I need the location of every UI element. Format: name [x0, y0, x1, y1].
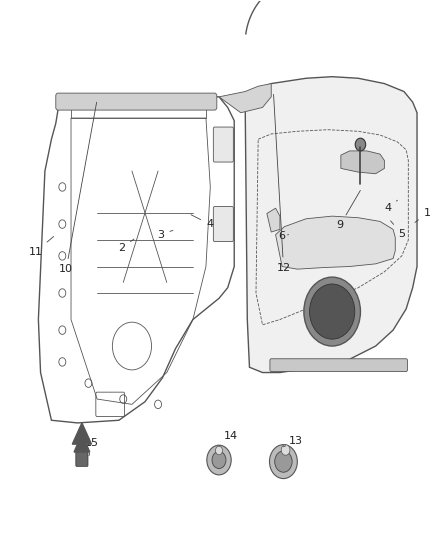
- Polygon shape: [72, 423, 92, 444]
- FancyBboxPatch shape: [213, 127, 233, 162]
- Text: 11: 11: [29, 237, 54, 257]
- Circle shape: [275, 451, 292, 472]
- FancyBboxPatch shape: [213, 207, 233, 241]
- Text: 13: 13: [283, 437, 303, 447]
- Circle shape: [269, 445, 297, 479]
- Polygon shape: [74, 433, 90, 452]
- FancyBboxPatch shape: [56, 93, 217, 110]
- Circle shape: [281, 445, 290, 455]
- Text: 10: 10: [59, 102, 97, 274]
- Circle shape: [310, 284, 355, 339]
- Text: 6: 6: [278, 231, 289, 241]
- Text: 14: 14: [219, 431, 238, 446]
- Text: 15: 15: [85, 438, 99, 456]
- Text: 4: 4: [191, 215, 213, 229]
- Circle shape: [207, 445, 231, 475]
- Text: 1: 1: [415, 208, 431, 222]
- Polygon shape: [219, 84, 271, 113]
- FancyBboxPatch shape: [270, 359, 407, 372]
- FancyBboxPatch shape: [76, 451, 88, 466]
- Circle shape: [304, 277, 360, 346]
- Text: 3: 3: [158, 230, 173, 240]
- Text: 2: 2: [118, 239, 134, 253]
- Text: 5: 5: [391, 221, 405, 239]
- Text: 4: 4: [385, 200, 397, 213]
- Text: 12: 12: [274, 94, 290, 272]
- Text: 9: 9: [336, 190, 360, 230]
- Circle shape: [355, 138, 366, 151]
- Polygon shape: [276, 216, 395, 269]
- Polygon shape: [245, 77, 417, 373]
- Circle shape: [215, 446, 223, 455]
- Polygon shape: [267, 208, 280, 232]
- Circle shape: [212, 451, 226, 469]
- Polygon shape: [341, 151, 385, 174]
